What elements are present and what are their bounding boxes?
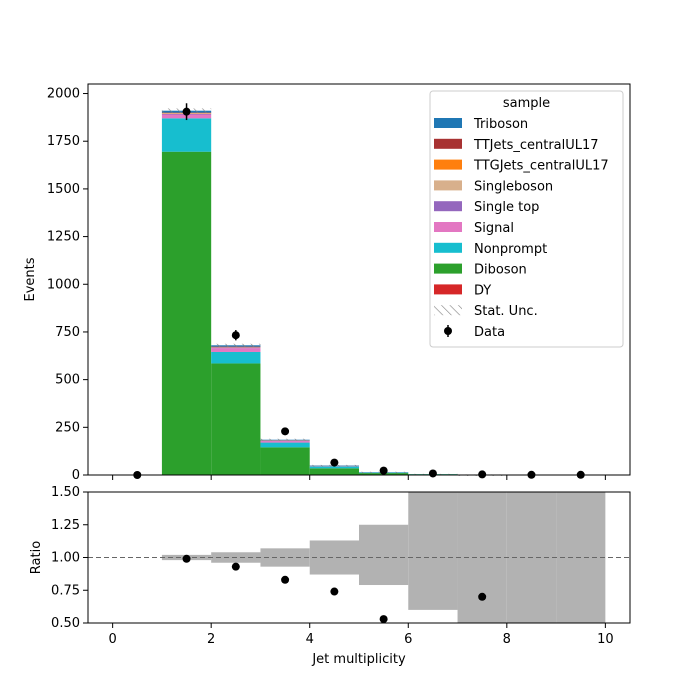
legend-marker-single-top	[434, 201, 462, 212]
ratio-x-tick-label: 2	[207, 632, 215, 647]
ratio-y-axis-label: Ratio	[29, 541, 44, 574]
data-point	[231, 331, 240, 340]
y-tick-label: 2000	[47, 87, 80, 102]
legend-label: Triboson	[473, 117, 528, 132]
bar-diboson	[161, 151, 212, 475]
legend-label: TTGJets_centralUL17	[473, 159, 609, 174]
legend-box	[429, 90, 624, 348]
bar-nonprompt	[211, 351, 261, 364]
data-point	[478, 470, 487, 479]
legend-label: DY	[474, 283, 491, 298]
legend-label: Singleboson	[474, 179, 553, 194]
y-tick-label: 1750	[47, 134, 80, 149]
legend-marker-triboson	[434, 118, 462, 128]
main-axes-frame	[87, 83, 631, 476]
legend-marker-nonprompt	[434, 242, 462, 253]
ratio-x-tick-label: 0	[108, 632, 116, 647]
data-point	[182, 107, 191, 116]
ratio-y-tick-label: 1.25	[51, 518, 80, 533]
legend-label: TTJets_centralUL17	[473, 138, 599, 153]
legend-marker-stat-unc	[434, 305, 462, 316]
ratio-point	[182, 554, 191, 563]
ratio-point	[478, 592, 487, 601]
bar-nonprompt	[161, 118, 212, 152]
bar-single-top	[211, 347, 261, 349]
stat-unc-band	[260, 438, 310, 441]
y-tick-label: 1250	[47, 230, 80, 245]
ratio-y-tick-label: 0.50	[51, 616, 80, 631]
legend-marker-dy	[434, 284, 462, 295]
bar-diboson	[211, 363, 261, 475]
stat-unc-band	[211, 343, 261, 347]
ratio-unc-band	[408, 492, 458, 610]
ratio-axes-frame	[87, 491, 631, 624]
ratio-x-tick-label: 4	[306, 632, 314, 647]
y-tick-label: 0	[72, 468, 80, 483]
legend-marker-ttjets-centralul17	[434, 138, 462, 149]
ratio-y-tick-label: 0.75	[51, 583, 80, 598]
bar-diboson	[309, 468, 359, 475]
data-point	[379, 466, 388, 475]
ratio-unc-band	[260, 548, 310, 567]
ratio-plot: 0.50 0.75 1.00 1.25 1.50 0 2 4 6 8 10 Ratio Jet mult…	[29, 485, 631, 667]
legend-marker-ttgjets-centralul17	[434, 159, 462, 170]
ratio-unc-band	[309, 540, 359, 575]
y-tick-label: 250	[55, 420, 80, 435]
bar-signal	[211, 348, 261, 352]
legend-marker-diboson	[434, 263, 462, 274]
legend: sample Triboson TTJets_centralUL17 TTGJets_…	[429, 90, 624, 348]
ratio-x-tick-label: 6	[404, 632, 412, 647]
data-point	[330, 458, 339, 467]
bar-nonprompt	[260, 442, 310, 448]
ratio-point	[231, 562, 240, 571]
data-point	[428, 469, 437, 478]
main-plot: 0 250 500 750 1000 1250 1500 1750 2000 Events	[23, 83, 631, 483]
y-tick-label: 750	[55, 325, 80, 340]
legend-label: Signal	[474, 221, 514, 236]
bar-signal	[260, 441, 310, 443]
bar-nonprompt	[309, 466, 359, 469]
ratio-point	[379, 615, 388, 624]
legend-label: Stat. Unc.	[474, 304, 538, 319]
ratio-point	[330, 587, 339, 596]
legend-label: Data	[474, 325, 505, 340]
ratio-y-tick-label: 1.50	[51, 485, 80, 500]
bar-diboson	[260, 447, 310, 475]
ratio-y-tick-label: 1.00	[51, 551, 80, 566]
legend-title: sample	[503, 96, 550, 111]
data-point	[281, 427, 290, 436]
ratio-unc-band	[359, 524, 409, 586]
bar-ttjets-centralul17	[211, 346, 261, 348]
y-tick-label: 500	[55, 373, 80, 388]
legend-marker-singleboson	[434, 180, 462, 191]
x-axis-label: Jet multiplicity	[311, 652, 406, 667]
ratio-x-tick-label: 8	[503, 632, 511, 647]
y-tick-label: 1000	[47, 277, 80, 292]
legend-marker-data	[444, 327, 452, 335]
y-tick-label: 1500	[47, 182, 80, 197]
legend-label: Diboson	[474, 263, 527, 278]
ratio-x-tick-label: 10	[597, 632, 614, 647]
y-axis-label: Events	[23, 257, 38, 301]
legend-label: Single top	[474, 200, 539, 215]
legend-label: Nonprompt	[474, 242, 547, 257]
ratio-point	[281, 575, 290, 584]
legend-marker-signal	[434, 222, 462, 232]
